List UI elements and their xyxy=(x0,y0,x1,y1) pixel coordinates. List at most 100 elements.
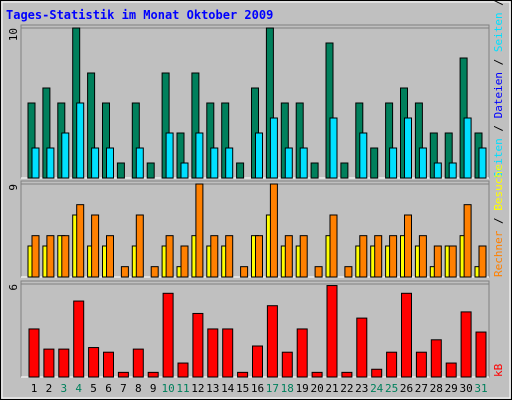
x-tick-label: 11 xyxy=(176,382,189,395)
bar xyxy=(91,147,100,179)
bar xyxy=(135,147,144,179)
bar xyxy=(195,183,204,278)
x-tick-label: 3 xyxy=(60,382,67,395)
bar xyxy=(475,331,487,378)
bar xyxy=(478,245,487,278)
bar xyxy=(284,235,293,278)
x-tick-label: 31 xyxy=(474,382,487,395)
x-tick-label: 21 xyxy=(325,382,338,395)
x-tick-label: 14 xyxy=(221,382,235,395)
bar xyxy=(415,351,427,378)
bar xyxy=(370,147,379,179)
x-tick-label: 6 xyxy=(105,382,112,395)
legend-entry: Seiten xyxy=(492,138,505,178)
bar xyxy=(73,300,85,378)
legend-separator: / xyxy=(492,118,505,138)
x-tick-label: 4 xyxy=(75,382,82,395)
bar xyxy=(284,147,293,179)
bar xyxy=(132,348,144,378)
legend-entry: Besuche xyxy=(492,164,505,210)
bar xyxy=(31,147,40,179)
x-tick-label: 12 xyxy=(191,382,204,395)
bar xyxy=(433,245,442,278)
bar xyxy=(359,235,368,278)
bar xyxy=(106,147,114,179)
bar xyxy=(106,235,114,278)
x-tick-label: 8 xyxy=(135,382,142,395)
legend-separator: / xyxy=(492,52,505,72)
x-tick-label: 16 xyxy=(251,382,264,395)
bar xyxy=(356,317,368,378)
legend-entry: kB xyxy=(492,363,505,377)
bar xyxy=(255,235,263,278)
legend-separator: / xyxy=(492,0,505,12)
bar xyxy=(252,345,263,378)
x-tick-label: 2 xyxy=(46,382,53,395)
bar xyxy=(448,162,457,179)
bar xyxy=(147,371,159,378)
bar xyxy=(341,371,353,378)
bar xyxy=(359,132,368,179)
y-tick-label: 10 xyxy=(7,28,20,41)
bar xyxy=(445,362,457,378)
bar xyxy=(165,132,174,179)
bar xyxy=(61,132,70,179)
bar xyxy=(165,235,174,278)
bar xyxy=(162,292,174,378)
x-tick-label: 5 xyxy=(90,382,97,395)
x-tick-label: 26 xyxy=(400,382,413,395)
bar xyxy=(210,235,219,278)
bar xyxy=(329,117,338,179)
bar xyxy=(389,147,398,179)
x-tick-label: 27 xyxy=(415,382,428,395)
bar xyxy=(116,162,125,179)
bar xyxy=(374,235,383,278)
bar xyxy=(177,362,189,378)
x-tick-label: 18 xyxy=(281,382,294,395)
legend-entry: Seiten xyxy=(492,12,505,52)
legend: kB xyxy=(492,363,505,377)
x-tick-label: 9 xyxy=(150,382,157,395)
x-tick-label: 25 xyxy=(385,382,398,395)
bar xyxy=(433,162,442,179)
bar xyxy=(269,183,278,278)
x-tick-label: 13 xyxy=(206,382,219,395)
bar xyxy=(237,371,249,378)
x-tick-label: 1 xyxy=(31,382,38,395)
bar xyxy=(91,214,100,278)
bar xyxy=(192,312,204,378)
x-tick-label: 28 xyxy=(430,382,443,395)
x-tick-label: 10 xyxy=(161,382,174,395)
bar xyxy=(150,266,159,278)
bar xyxy=(386,351,398,378)
bar xyxy=(299,235,308,278)
y-tick-label: 6 xyxy=(7,284,20,291)
bar xyxy=(117,371,129,378)
x-tick-label: 29 xyxy=(445,382,458,395)
bar xyxy=(120,266,129,278)
bar xyxy=(314,266,323,278)
bar xyxy=(281,351,293,378)
bar xyxy=(103,351,114,378)
legend: Rechner / Besuche xyxy=(492,164,505,277)
bar xyxy=(371,368,383,378)
bar xyxy=(448,245,457,278)
bar xyxy=(255,132,263,179)
bar xyxy=(28,328,40,378)
x-tick-label: 7 xyxy=(120,382,127,395)
bar xyxy=(266,305,278,378)
bar xyxy=(326,285,338,378)
bar xyxy=(296,328,308,378)
bar xyxy=(269,117,278,179)
x-tick-label: 30 xyxy=(459,382,472,395)
bar xyxy=(46,147,55,179)
bar xyxy=(46,235,55,278)
x-tick-label: 22 xyxy=(340,382,353,395)
bar xyxy=(76,204,85,278)
bar xyxy=(61,235,70,278)
bar xyxy=(135,214,144,278)
x-tick-label: 24 xyxy=(370,382,384,395)
bar xyxy=(88,347,100,378)
y-tick-label: 9 xyxy=(7,184,20,191)
